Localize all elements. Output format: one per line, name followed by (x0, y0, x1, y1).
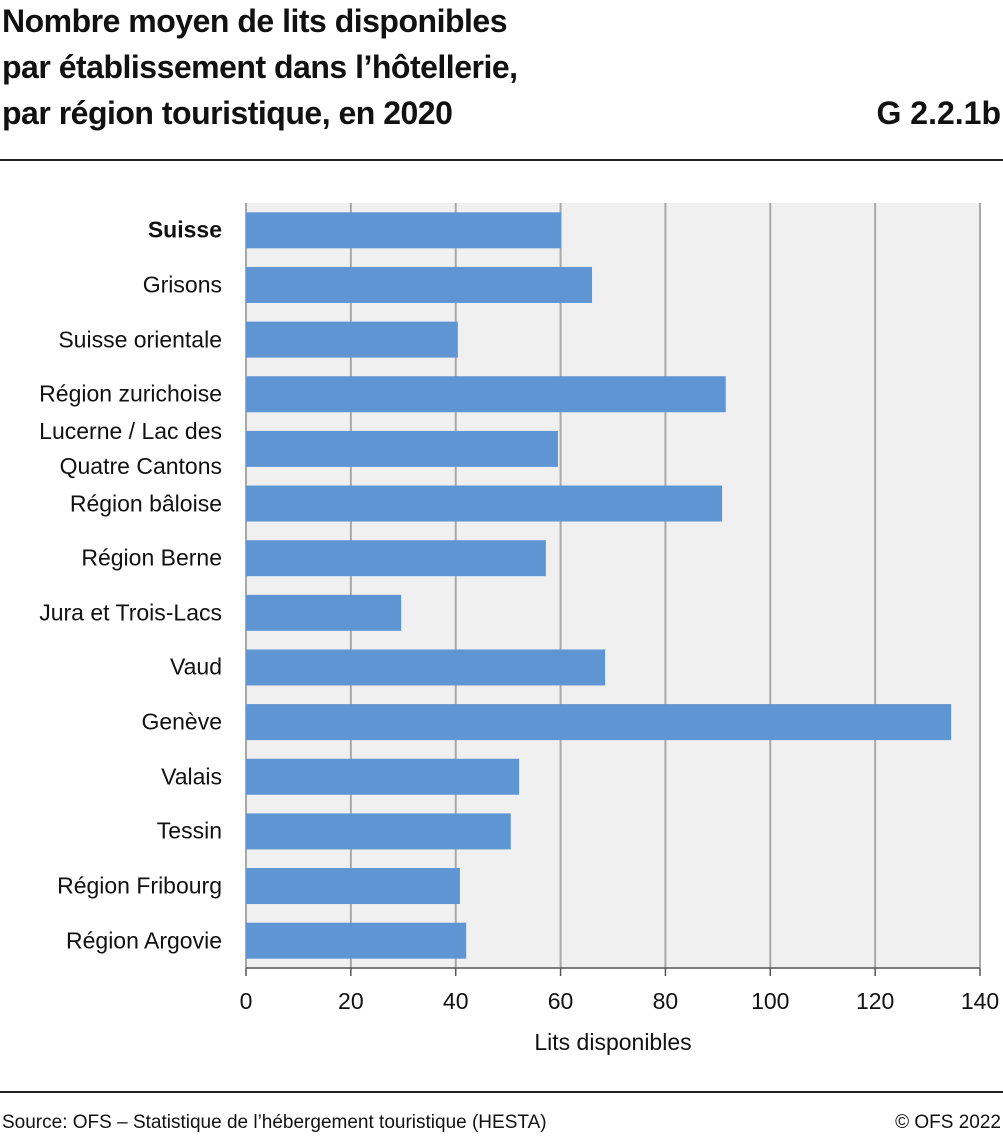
bar (246, 813, 511, 850)
bar (246, 430, 558, 467)
category-label: Tessin (156, 817, 222, 844)
category-label: Genève (141, 708, 222, 735)
category-label: Suisse orientale (58, 326, 222, 353)
bar (246, 758, 520, 795)
bar (246, 704, 952, 741)
bar (246, 594, 402, 631)
bar (246, 649, 606, 686)
x-tick-label: 40 (443, 988, 469, 1014)
category-label: Suisse (147, 216, 222, 243)
bar (246, 212, 562, 249)
bar (246, 321, 458, 358)
x-tick-label: 140 (961, 988, 999, 1014)
x-tick-label: 60 (548, 988, 574, 1014)
category-label: Grisons (142, 271, 222, 298)
category-label: Région Fribourg (57, 872, 222, 899)
category-label: Région Argovie (66, 927, 222, 954)
bar (246, 485, 723, 522)
chart-title: Nombre moyen de lits disponibles par éta… (2, 3, 518, 131)
category-label: Valais (161, 763, 222, 790)
bar (246, 540, 546, 577)
bar (246, 868, 460, 905)
x-tick-label: 20 (338, 988, 364, 1014)
category-label: Région zurichoise (39, 380, 222, 407)
x-tick-label: 100 (751, 988, 789, 1014)
plot-background (246, 203, 980, 968)
category-label: Lucerne / Lac des Quatre Cantons (39, 417, 222, 479)
bar (246, 922, 467, 959)
chart-id: G 2.2.1b (876, 95, 1002, 131)
bar (246, 376, 726, 413)
copyright: © OFS 2022 (895, 1112, 1001, 1133)
bar (246, 266, 593, 303)
x-axis-label: Lits disponibles (534, 1029, 691, 1055)
x-tick-label: 80 (653, 988, 679, 1014)
category-label: Jura et Trois-Lacs (39, 599, 222, 626)
x-tick-label: 120 (856, 988, 894, 1014)
source: Source: OFS – Statistique de l’hébergeme… (2, 1112, 547, 1133)
category-label: Région bâloise (69, 490, 222, 517)
category-label: Vaud (169, 653, 222, 680)
category-label: Région Berne (81, 544, 222, 571)
x-tick-label: 0 (240, 988, 253, 1014)
